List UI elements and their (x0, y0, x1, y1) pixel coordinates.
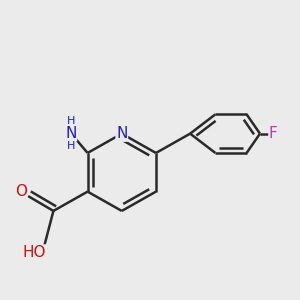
Text: H: H (67, 141, 75, 151)
Text: F: F (269, 126, 278, 141)
Text: HO: HO (22, 245, 46, 260)
Text: O: O (15, 184, 27, 199)
Text: N: N (65, 126, 77, 141)
Text: H: H (67, 116, 75, 126)
Text: N: N (116, 126, 128, 141)
